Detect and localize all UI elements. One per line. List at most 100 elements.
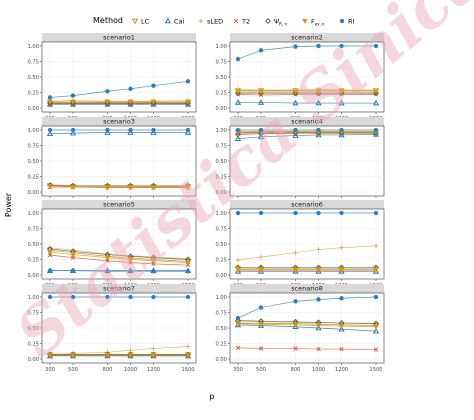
legend-label: ΨR, n — [274, 18, 287, 27]
data-point — [127, 100, 134, 106]
x-tick-label: 1000 — [124, 367, 137, 373]
data-point — [235, 56, 241, 62]
panel-scenario5: scenario50.000.250.500.751.0030050080010… — [27, 200, 197, 289]
legend-label: sLED — [207, 18, 223, 26]
y-tick-label: 0.50 — [27, 326, 39, 332]
legend-item-f: Fex, n — [302, 18, 325, 27]
data-point — [47, 253, 53, 258]
data-point — [258, 267, 264, 273]
y-tick-label: 0.25 — [215, 257, 227, 263]
data-point — [258, 89, 264, 95]
series-line — [49, 132, 188, 135]
data-point — [338, 90, 345, 97]
data-point — [373, 127, 379, 133]
legend-item-sled: sLED — [198, 18, 223, 26]
data-point — [316, 346, 321, 352]
strip — [230, 33, 384, 42]
data-point — [150, 100, 157, 106]
data-point — [316, 297, 321, 302]
legend-marker-2 — [198, 18, 204, 24]
data-point — [128, 269, 133, 274]
data-point — [104, 100, 111, 106]
x-tick-label: 300 — [233, 367, 243, 373]
series-line — [237, 324, 377, 332]
series-f — [47, 99, 191, 105]
data-point — [47, 268, 53, 273]
data-point — [185, 344, 191, 349]
data-point — [104, 353, 111, 359]
series-line — [237, 132, 376, 135]
data-point — [235, 131, 241, 138]
data-point — [293, 250, 298, 255]
data-point — [316, 43, 321, 49]
series-f — [47, 249, 191, 266]
data-point — [339, 346, 344, 352]
series-ri — [47, 268, 191, 274]
y-tick-label: 0.50 — [27, 159, 39, 165]
series-ψ — [235, 90, 379, 97]
data-point — [185, 269, 191, 274]
data-point — [47, 353, 53, 359]
data-point — [373, 267, 379, 273]
series-line — [49, 249, 189, 262]
legend-marker-6 — [339, 18, 345, 24]
y-tick-label: 0.75 — [27, 143, 39, 149]
x-tick-label: 800 — [291, 367, 301, 373]
y-tick-label: 0.25 — [27, 174, 39, 180]
data-point — [46, 130, 54, 137]
data-point — [258, 130, 264, 137]
series-line — [237, 45, 376, 60]
y-tick-label: 0.00 — [27, 273, 39, 279]
data-point — [373, 243, 379, 249]
data-point — [150, 99, 157, 105]
data-point — [127, 257, 134, 263]
data-point — [70, 294, 76, 300]
y-tick-label: 0.25 — [27, 257, 39, 263]
data-point — [258, 322, 264, 328]
data-point — [339, 43, 344, 49]
x-tick-label: 800 — [103, 367, 113, 373]
data-point — [315, 89, 322, 95]
panel-scenario2: scenario20.000.250.500.751.0030050080010… — [215, 33, 385, 122]
panel-scenario1: scenario10.000.250.500.751.0030050080010… — [27, 33, 197, 122]
legend-label: Fex, n — [311, 18, 325, 27]
data-point — [292, 323, 299, 330]
data-point — [235, 210, 241, 216]
series-line — [237, 322, 377, 326]
y-tick-label: 0.75 — [215, 226, 227, 232]
y-tick-label: 0.50 — [215, 326, 227, 332]
data-point — [185, 100, 191, 106]
y-tick-label: 1.00 — [215, 44, 227, 50]
data-point — [373, 90, 379, 97]
y-tick-label: 0.50 — [215, 75, 227, 81]
data-point — [235, 257, 241, 263]
strip — [230, 200, 384, 209]
panel-grid: scenario1 0.00 0.25 0.50 0.75 1.00 300 500 800 10… — [27, 33, 385, 373]
data-point — [234, 135, 242, 141]
data-point — [185, 79, 191, 84]
legend-marker-1 — [164, 17, 172, 24]
series-line — [237, 296, 377, 319]
y-tick-label: 0.50 — [27, 242, 39, 248]
data-point — [339, 210, 344, 216]
series-ri — [235, 127, 379, 133]
y-tick-label: 0.50 — [215, 159, 227, 165]
data-point — [47, 95, 53, 100]
x-tick-label: 1500 — [369, 367, 382, 373]
legend-marker-3 — [233, 18, 239, 24]
data-point — [128, 260, 133, 265]
data-point — [70, 252, 76, 258]
y-tick-label: 0.75 — [215, 59, 227, 65]
legend-label: LC — [141, 18, 150, 26]
strip — [230, 117, 384, 126]
series-f — [235, 321, 379, 330]
legend-label: T2 — [241, 18, 250, 26]
y-tick-label: 0.75 — [27, 226, 39, 232]
data-point — [47, 100, 53, 106]
legend-item-t2: T2 — [233, 18, 250, 26]
data-point — [69, 129, 77, 136]
data-point — [292, 99, 299, 106]
strip — [42, 117, 196, 126]
data-point — [105, 127, 110, 133]
